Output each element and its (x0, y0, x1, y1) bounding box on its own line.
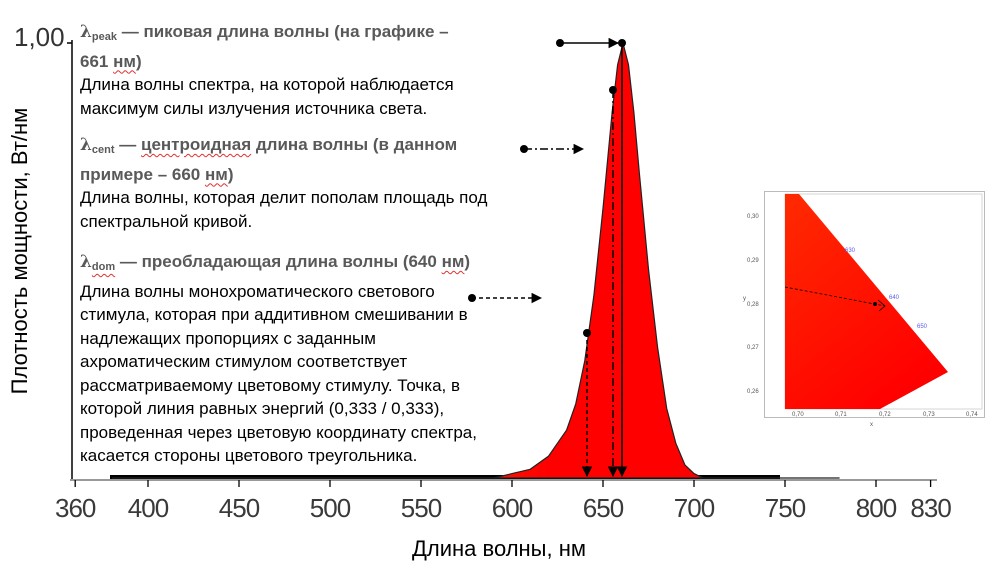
x-tick-label: 700 (673, 493, 715, 523)
annotation-centroid: λcent — центроидная длина волны (в данно… (80, 135, 488, 231)
x-tick-label: 600 (491, 493, 533, 523)
dominant-heading: λdom — преобладающая длина волны (640 нм… (80, 252, 471, 273)
x-tick-label: 830 (910, 493, 951, 523)
centroid-description: Длина волны, которая делит пополам площа… (80, 188, 488, 207)
x-tick-label: 550 (400, 493, 442, 523)
x-tick-label: 360 (54, 493, 96, 523)
x-tick-label: 450 (218, 493, 260, 523)
annotation-peak: λpeak — пиковая длина волны (на графике … (80, 22, 454, 118)
x-tick-label: 400 (127, 493, 169, 523)
y-axis-label: Плотность мощности, Вт/нм (7, 107, 32, 395)
x-axis-label: Длина волны, нм (411, 536, 586, 561)
centroid-marker (520, 86, 619, 478)
x-tick-label: 500 (309, 493, 351, 523)
x-tick-label: 750 (764, 493, 806, 523)
chromaticity-plot (784, 193, 983, 410)
peak-description: Длина волны спектра, на которой наблюдае… (80, 75, 454, 94)
dominant-description: Длина волны монохроматического светового… (80, 281, 477, 466)
y-tick-label: 1,00 (14, 22, 65, 52)
peak-marker (556, 37, 628, 478)
x-tick-label: 650 (582, 493, 624, 523)
annotation-dominant: λdom — преобладающая длина волны (640 нм… (80, 250, 477, 468)
x-tick-label: 800 (855, 493, 897, 523)
centroid-heading: λcent — центроидная длина волны (в данно… (80, 135, 458, 156)
chromaticity-inset: 0,30 0,29 0,28 0,27 0,26 y 0,70 0,71 0,7… (743, 191, 985, 428)
dominant-marker (468, 292, 593, 478)
peak-heading: λpeak — пиковая длина волны (на графике … (80, 22, 449, 43)
